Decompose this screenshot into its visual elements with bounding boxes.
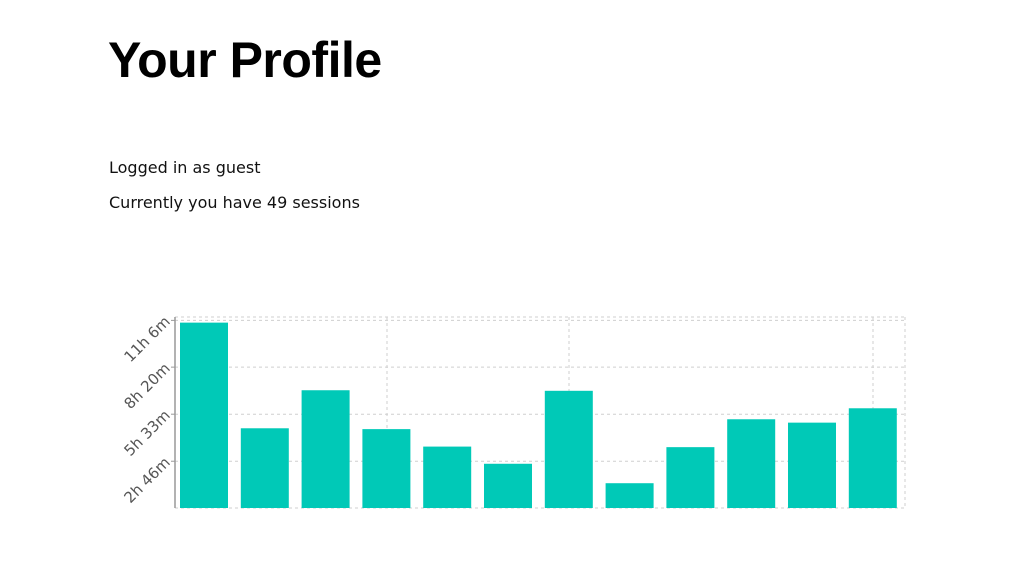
bar (666, 447, 714, 508)
y-tick-label: 5h 33m (120, 406, 173, 459)
bar (180, 323, 228, 508)
y-axis (171, 317, 175, 508)
y-tick-label: 2h 46m (120, 453, 173, 506)
bars (180, 323, 897, 508)
bar (727, 419, 775, 508)
bar (423, 447, 471, 508)
bar (606, 483, 654, 508)
y-tick-label: 8h 20m (120, 359, 173, 412)
bar (362, 429, 410, 508)
bar (241, 428, 289, 508)
bar (545, 391, 593, 508)
bar (788, 423, 836, 508)
sessions-chart: 2h 46m 5h 33m 8h 20m 11h 6m (100, 300, 920, 530)
session-count: Currently you have 49 sessions (109, 193, 360, 213)
bar (302, 390, 350, 508)
page-title: Your Profile (108, 30, 382, 90)
login-status: Logged in as guest (109, 158, 260, 178)
y-tick-label: 11h 6m (120, 312, 173, 365)
bar (849, 408, 897, 508)
bar (484, 464, 532, 508)
